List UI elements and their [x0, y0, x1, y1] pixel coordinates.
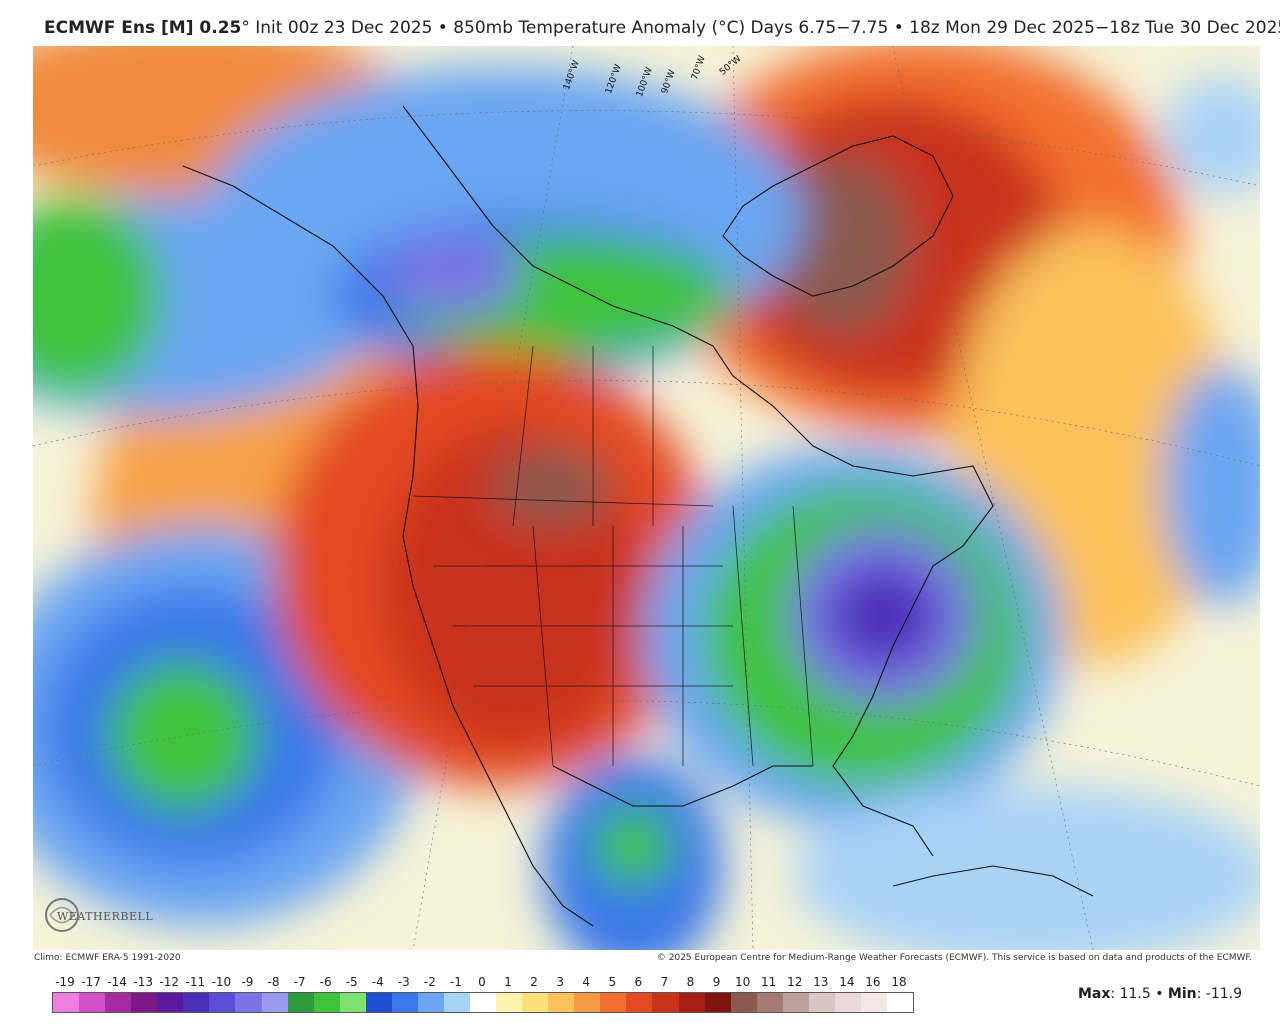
min-value: : -11.9: [1196, 986, 1242, 1002]
colorbar-tick: 6: [634, 975, 643, 989]
colorbar-swatch: [496, 993, 523, 1012]
colorbar-tick: 1: [504, 975, 512, 989]
colorbar-swatch: [417, 993, 444, 1012]
colorbar-tick: -4: [371, 975, 384, 989]
colorbar-tick: 8: [686, 975, 695, 989]
colorbar-tick: -12: [159, 975, 180, 989]
colorbar-swatch: [808, 993, 835, 1012]
colorbar-swatch: [365, 993, 392, 1012]
colorbar-tick: 12: [787, 975, 803, 989]
colorbar-swatch: [339, 993, 366, 1012]
colorbar-tick: -10: [211, 975, 232, 989]
max-value: : 11.5 •: [1110, 986, 1168, 1002]
colorbar-swatch: [105, 993, 132, 1012]
colorbar-swatch: [652, 993, 679, 1012]
colorbar-swatch: [79, 993, 106, 1012]
colorbar-swatch: [887, 993, 914, 1012]
degree-mark: °: [241, 18, 250, 38]
colorbar-swatch: [626, 993, 653, 1012]
colorbar-swatch: [834, 993, 861, 1012]
colorbar-tick: -19: [55, 975, 75, 989]
anomaly-map-canvas: [33, 46, 1260, 950]
colorbar-swatch: [704, 993, 731, 1012]
colorbar-swatch: [313, 993, 340, 1012]
colorbar-tick: 16: [865, 975, 881, 989]
colorbar-swatch: [782, 993, 809, 1012]
min-label: Min: [1167, 986, 1197, 1002]
weatherbell-logo: WEATHERBELL: [57, 910, 154, 923]
colorbar-swatch: [860, 993, 887, 1012]
map-title: ECMWF Ens [M] 0.25° Init 00z 23 Dec 2025…: [44, 18, 1280, 38]
colorbar-tick: 10: [734, 975, 751, 989]
colorbar-swatch: [522, 993, 549, 1012]
colorbar-tick: -3: [397, 975, 410, 989]
colorbar-swatch: [548, 993, 575, 1012]
model-name: ECMWF Ens [M] 0.25: [44, 18, 242, 38]
colorbar-tick: -2: [423, 975, 436, 989]
colorbar-swatch: [235, 993, 262, 1012]
colorbar-swatch: [678, 993, 705, 1012]
colorbar-swatch: [391, 993, 418, 1012]
colorbar-tick: 3: [556, 975, 564, 989]
colorbar-tick: 18: [891, 975, 907, 989]
colorbar-tick: -17: [81, 975, 101, 989]
graticule: [33, 46, 1260, 950]
coastlines: [182, 105, 1094, 927]
colorbar-swatch: [756, 993, 783, 1012]
colorbar-tick: 13: [813, 975, 829, 989]
colorbar-tick: -13: [133, 975, 154, 989]
colorbar-ticks: -19 -17 -14 -13 -12 -11 -10 -9 -8 -7 -6 -5 -4 -3 -2 -1 0…: [52, 975, 912, 991]
max-label: Max: [1077, 986, 1111, 1002]
colorbar-tick: 0: [478, 975, 486, 989]
colorbar-tick: 5: [608, 975, 617, 989]
colorbar-tick: -9: [241, 975, 254, 989]
colorbar-tick: 2: [530, 975, 538, 989]
colorbar-tick: -11: [185, 975, 206, 989]
colorbar: [52, 992, 914, 1013]
colorbar-tick: 9: [712, 975, 721, 989]
colorbar-swatch: [287, 993, 314, 1012]
colorbar-swatch: [183, 993, 210, 1012]
colorbar-swatch: [209, 993, 236, 1012]
swirl-icon: [45, 898, 79, 932]
colorbar-tick: 11: [761, 975, 777, 989]
colorbar-swatch: [443, 993, 470, 1012]
colorbar-swatch: [470, 993, 497, 1012]
colorbar-tick: -1: [449, 975, 462, 989]
anomaly-map[interactable]: [33, 46, 1260, 950]
colorbar-tick: 14: [839, 975, 855, 989]
copyright-note: © 2025 European Centre for Medium-Range …: [656, 953, 1252, 963]
max-min-readout: Max: 11.5 • Min: -11.9: [1078, 986, 1242, 1002]
colorbar-swatch: [261, 993, 288, 1012]
state-borders: [412, 345, 814, 767]
title-details: Init 00z 23 Dec 2025 • 850mb Temperature…: [249, 18, 1280, 38]
climo-note: Climo: ECMWF ERA-5 1991-2020: [34, 953, 181, 963]
colorbar-swatch: [730, 993, 757, 1012]
colorbar-tick: 7: [660, 975, 669, 989]
colorbar-swatch: [53, 993, 80, 1012]
colorbar-swatch: [574, 993, 601, 1012]
colorbar-tick: -7: [293, 975, 306, 989]
colorbar-tick: -8: [267, 975, 280, 989]
colorbar-tick: -14: [107, 975, 127, 989]
colorbar-tick: -6: [319, 975, 332, 989]
colorbar-tick: 4: [582, 975, 591, 989]
colorbar-tick: -5: [345, 975, 358, 989]
colorbar-swatch: [131, 993, 158, 1012]
colorbar-swatch: [157, 993, 184, 1012]
colorbar-swatch: [600, 993, 627, 1012]
